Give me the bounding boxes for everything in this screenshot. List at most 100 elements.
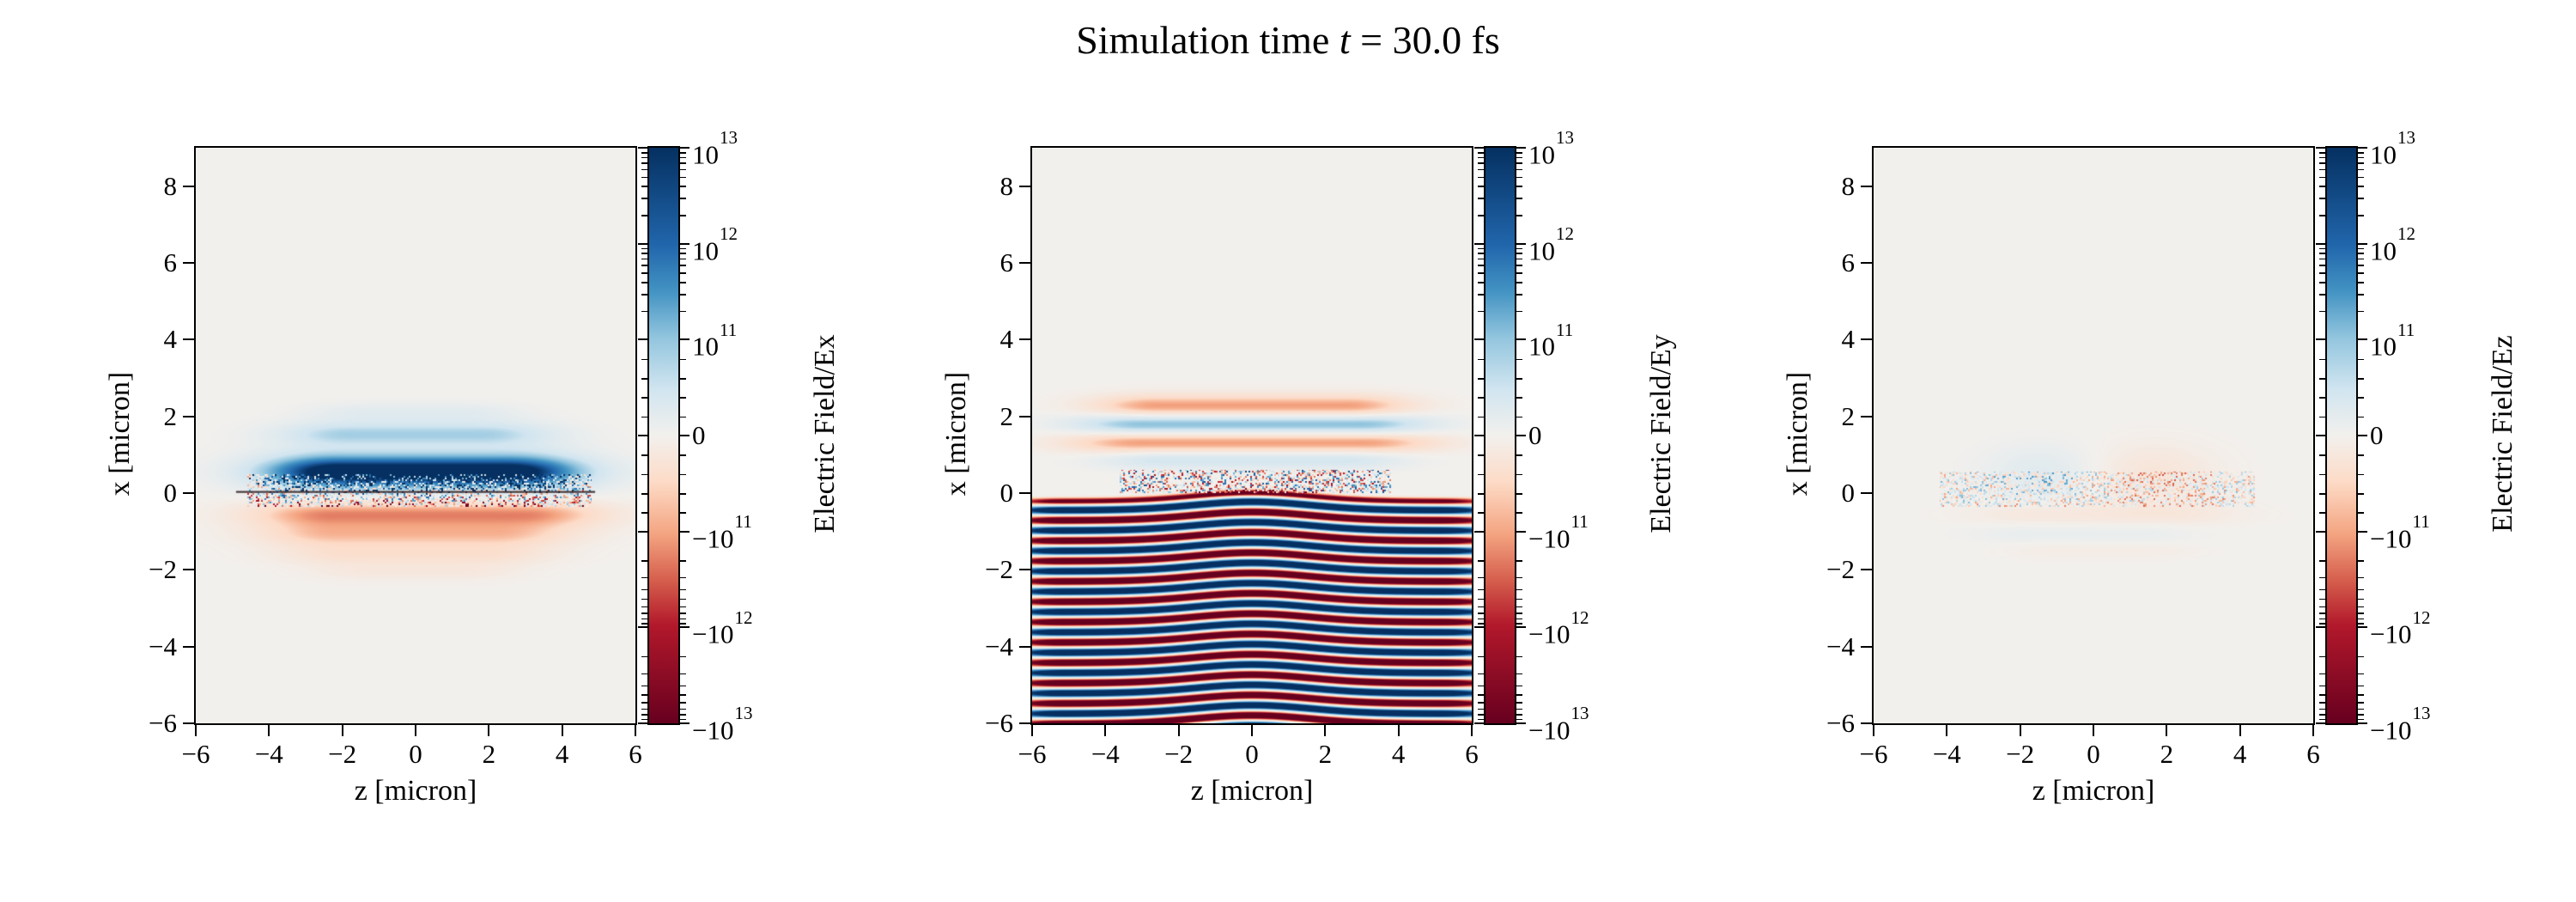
colorbar-minor-tick (2319, 708, 2325, 710)
colorbar-tick (1474, 147, 1484, 149)
colorbar-minor-tick (2358, 454, 2364, 456)
colorbar-tick-label: −1012 (2370, 606, 2431, 649)
colorbar-tick (638, 530, 647, 533)
x-tick-label: 2 (1318, 739, 1333, 769)
colorbar-minor-tick (641, 512, 647, 514)
colorbar-minor-tick (680, 473, 686, 476)
x-tick (2312, 725, 2314, 736)
x-tick-label: 2 (2160, 739, 2174, 769)
colorbar-minor-tick (1478, 588, 1484, 591)
colorbar-minor-tick (1478, 198, 1484, 199)
colorbar-tick (680, 242, 690, 245)
colorbar-minor-tick (680, 253, 686, 254)
colorbar-minor-tick (2319, 454, 2325, 456)
colorbar-minor-tick (2319, 176, 2325, 179)
colorbar-minor-tick (641, 156, 647, 159)
colorbar-minor-tick (1516, 186, 1522, 187)
colorbar-minor-tick (2358, 512, 2364, 514)
colorbar-minor-tick (2319, 215, 2325, 216)
colorbar-minor-tick (1478, 714, 1484, 716)
colorbar-minor-tick (2358, 714, 2364, 716)
colorbar-minor-tick (1516, 310, 1522, 313)
x-tick (488, 725, 490, 736)
colorbar-minor-tick (2319, 258, 2325, 260)
colorbar-minor-tick (2358, 618, 2364, 619)
y-tick-label: 0 (999, 478, 1014, 508)
y-tick-label: −4 (149, 631, 177, 661)
colorbar-minor-tick (1478, 282, 1484, 283)
colorbar-minor-tick (680, 618, 686, 619)
colorbar-tick (2358, 722, 2367, 724)
colorbar-minor-tick (641, 215, 647, 216)
x-tick (635, 725, 636, 736)
colorbar-tick-label: 0 (2370, 420, 2384, 450)
colorbar-minor-tick (2358, 294, 2364, 296)
colorbar-tick (1516, 435, 1526, 436)
colorbar-minor-tick (1516, 560, 1522, 562)
colorbar-minor-tick (2358, 152, 2364, 154)
colorbar-tick (638, 435, 647, 436)
colorbar-minor-tick (1478, 358, 1484, 361)
colorbar-minor-tick (641, 152, 647, 154)
heatmap-canvas-ex (196, 148, 635, 723)
colorbar-minor-tick (641, 168, 647, 171)
colorbar-minor-tick (680, 186, 686, 187)
colorbar-tick (638, 722, 647, 724)
colorbar-minor-tick (1478, 258, 1484, 260)
colorbar-minor-tick (641, 560, 647, 562)
x-tick (1177, 725, 1180, 736)
x-axis-label-ez: z [micron] (2032, 775, 2155, 807)
colorbar-tick (680, 338, 690, 341)
colorbar-tick (638, 147, 647, 149)
colorbar-minor-tick (2319, 186, 2325, 187)
colorbar-minor-tick (2319, 253, 2325, 254)
colorbar-minor-tick (1478, 473, 1484, 476)
colorbar-minor-tick (2358, 378, 2364, 380)
colorbar-minor-tick (2319, 694, 2325, 696)
colorbar-minor-tick (680, 685, 686, 687)
colorbar-minor-tick (2358, 588, 2364, 591)
colorbar-minor-tick (1478, 718, 1484, 721)
colorbar-minor-tick (2358, 473, 2364, 476)
colorbar-minor-tick (2358, 282, 2364, 283)
colorbar-minor-tick (1516, 512, 1522, 514)
colorbar-minor-tick (2319, 512, 2325, 514)
colorbar-minor-tick (680, 598, 686, 600)
colorbar-tick (2316, 338, 2325, 341)
colorbar-minor-tick (1516, 473, 1522, 476)
colorbar-minor-tick (1478, 694, 1484, 696)
x-tick (1397, 725, 1400, 736)
x-tick (561, 725, 563, 736)
title-time-variable: t (1339, 18, 1351, 62)
colorbar-minor-tick (2358, 265, 2364, 266)
colorbar-minor-tick (1478, 162, 1484, 164)
x-tick-label: 0 (409, 739, 422, 769)
colorbar-minor-tick (1516, 702, 1522, 704)
colorbar-minor-tick (2319, 623, 2325, 625)
y-tick-label: 2 (1841, 400, 1856, 431)
colorbar-minor-tick (2319, 606, 2325, 608)
colorbar-minor-tick (2358, 493, 2364, 495)
colorbar-minor-tick (1516, 623, 1522, 625)
colorbar-minor-tick (680, 493, 686, 495)
title-prefix: Simulation time (1076, 18, 1340, 62)
x-tick (2239, 725, 2241, 736)
colorbar-minor-tick (2319, 576, 2325, 579)
y-tick (1019, 262, 1030, 264)
colorbar-minor-tick (1478, 265, 1484, 266)
colorbar-minor-tick (1516, 247, 1522, 250)
colorbar-minor-tick (1478, 397, 1484, 399)
colorbar-minor-tick (1478, 156, 1484, 159)
colorbar-minor-tick (2319, 655, 2325, 658)
colorbar-minor-tick (1516, 215, 1522, 216)
colorbar-minor-tick (2358, 598, 2364, 600)
colorbar-minor-tick (1478, 247, 1484, 250)
x-tick (2166, 725, 2168, 736)
colorbar-minor-tick (2358, 162, 2364, 164)
colorbar-minor-tick (641, 623, 647, 625)
colorbar-minor-tick (1516, 613, 1522, 614)
x-tick-label: 0 (1245, 739, 1259, 769)
colorbar-minor-tick (2319, 272, 2325, 274)
plot-area-ex (194, 146, 637, 725)
